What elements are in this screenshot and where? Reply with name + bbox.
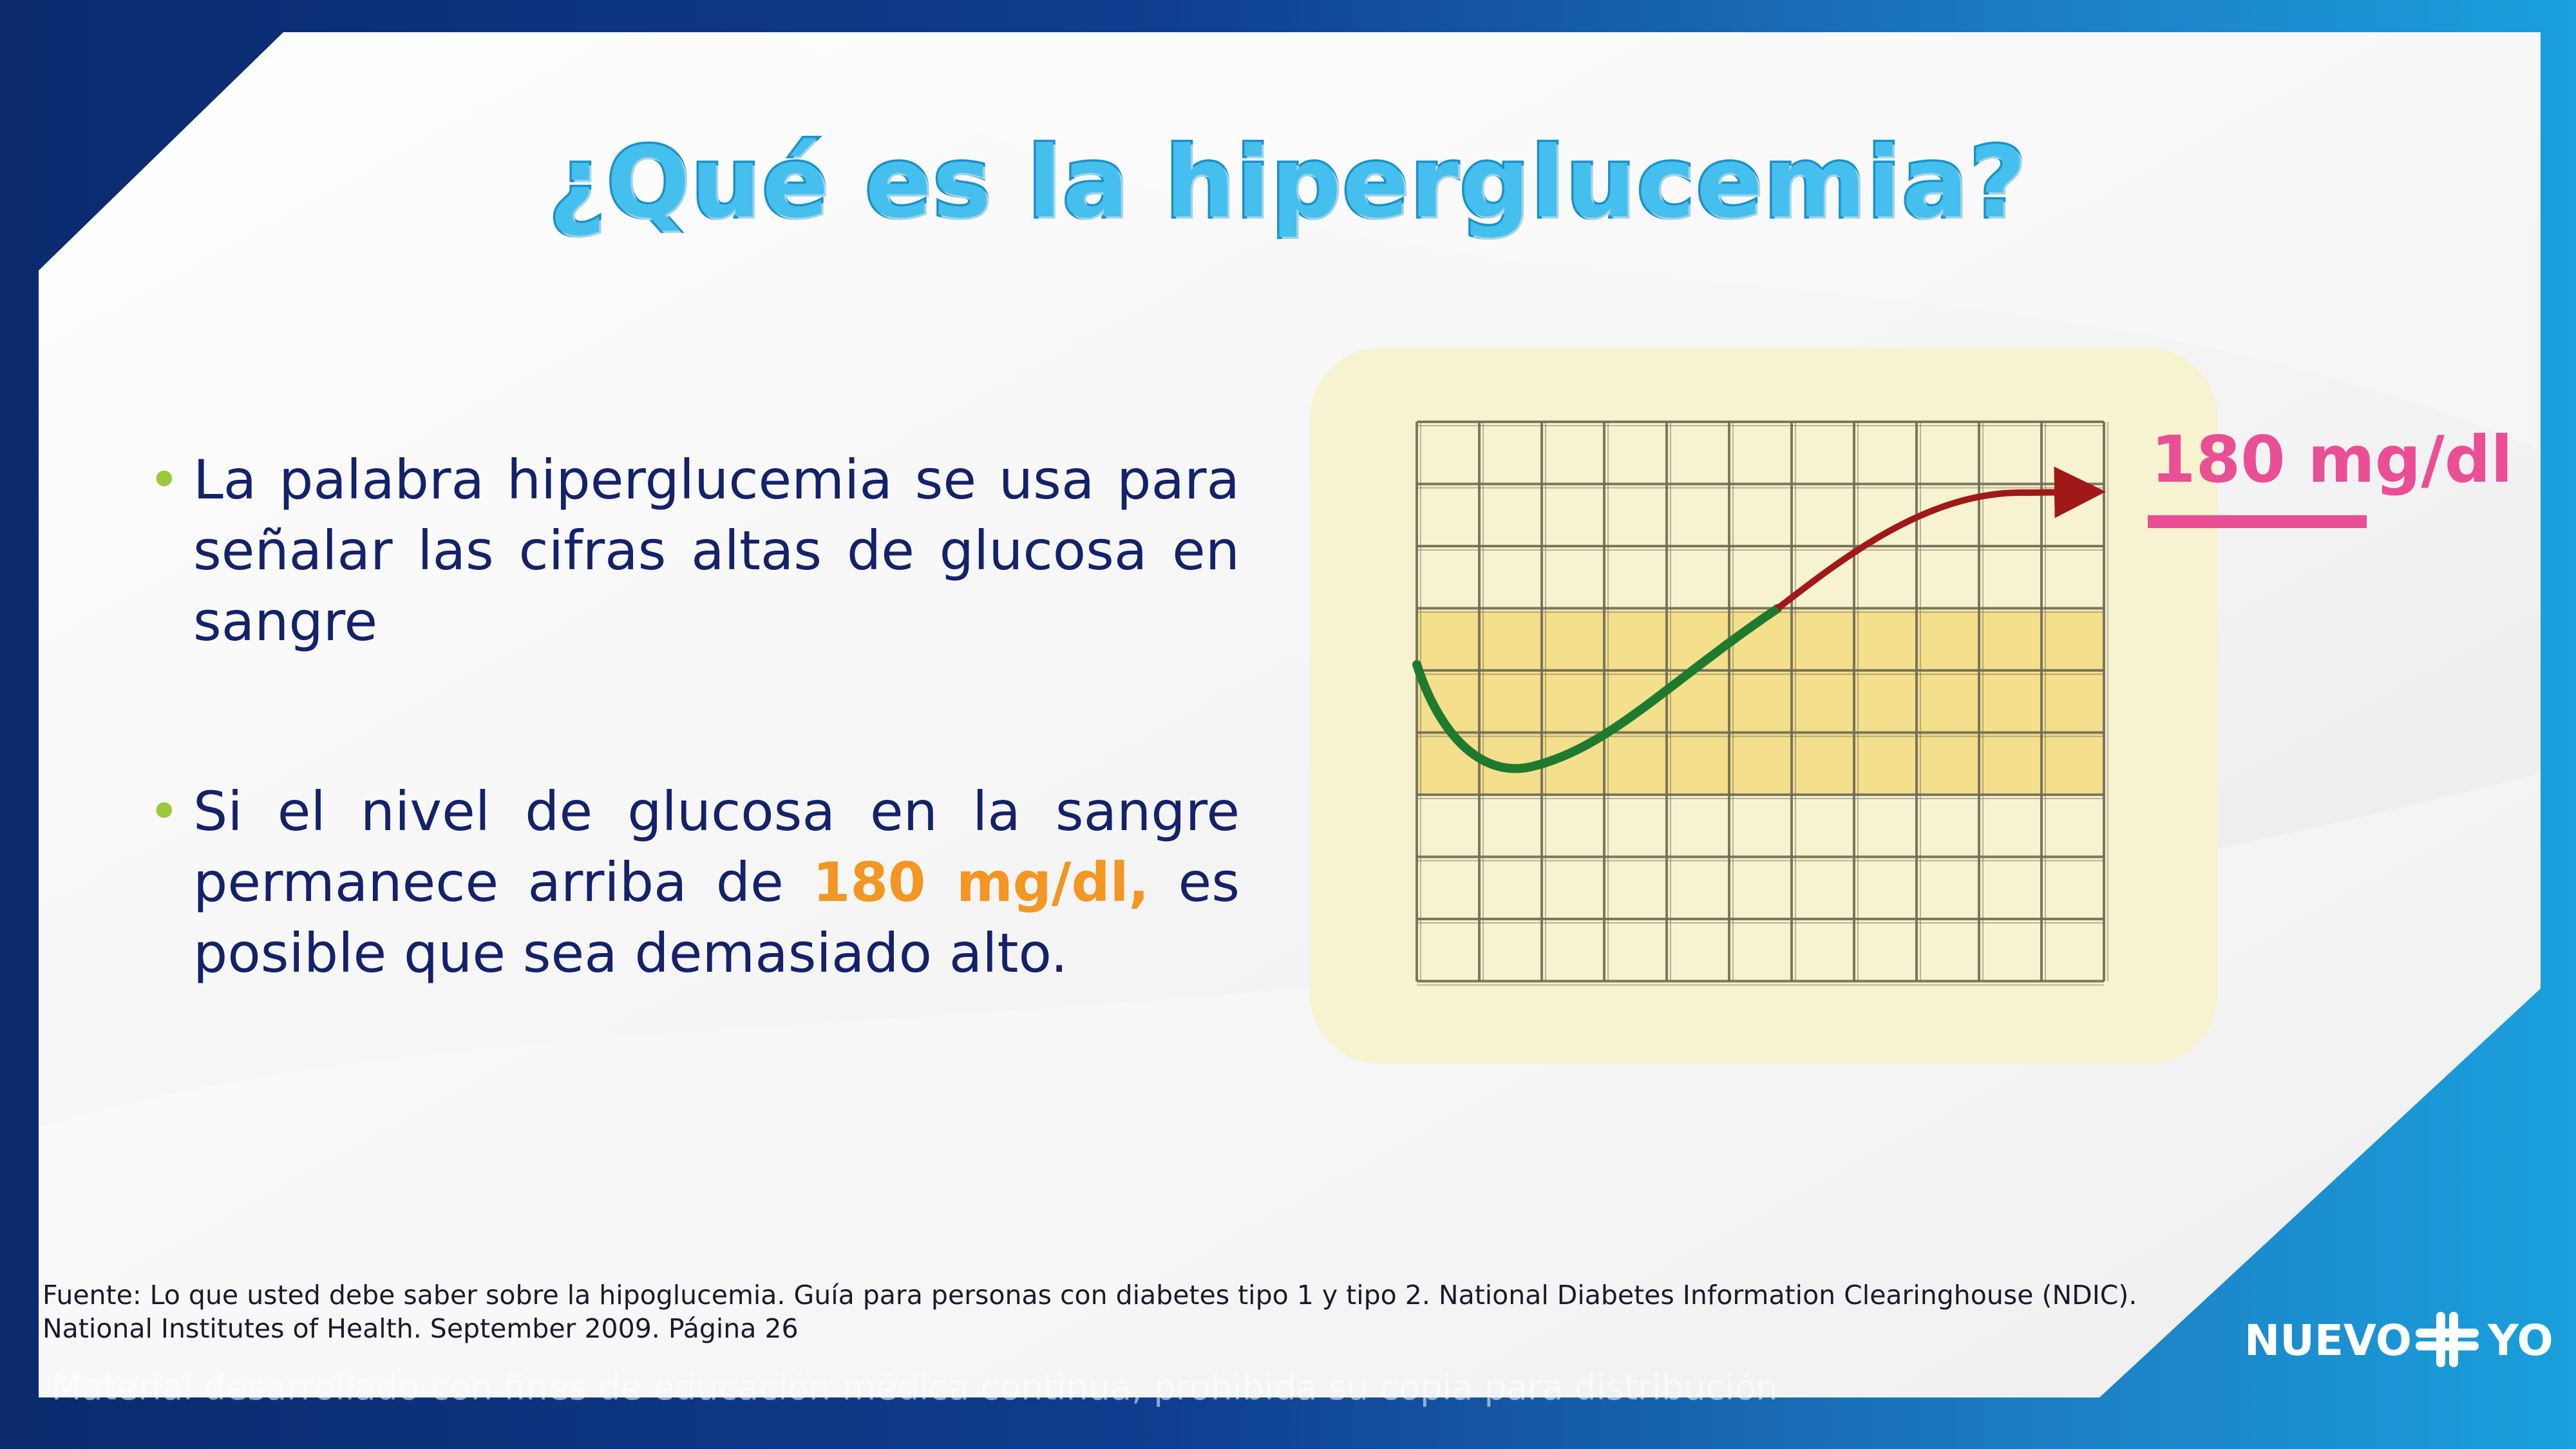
disclaimer-text: Material desarrollado con fines de educa… [52, 1367, 1778, 1408]
logo-text-right: YO [2488, 1316, 2553, 1365]
bullet-icon: • [148, 448, 180, 511]
curve-high-segment [1775, 466, 2106, 611]
bullet-item: • Si el nivel de glucosa en la sangre pe… [148, 776, 1240, 989]
glucose-chart-illustration [1310, 348, 2218, 1064]
source-footnote: Fuente: Lo que usted debe saber sobre la… [43, 1280, 2137, 1344]
bullet-icon: • [148, 780, 180, 843]
bullet-text-end: es posible que sea demasiado alto. [193, 851, 1240, 985]
glucose-threshold-highlight: 180 mg/dl, [813, 851, 1150, 914]
logo-text-left: NUEVO [2244, 1316, 2412, 1365]
threshold-label: 180 mg/dl [2151, 422, 2513, 497]
bullet-text: La palabra hiperglucemia se usa para señ… [193, 448, 1240, 653]
chart-grid [1416, 421, 2108, 986]
bullet-item: • La palabra hiperglucemia se usa para s… [148, 444, 1240, 657]
page-title: ¿Qué es la hiperglucemia? [546, 124, 2028, 242]
curve-normal-segment [1412, 604, 1782, 773]
threshold-underline [2148, 515, 2367, 528]
bullet-text-start: Si el nivel de glucosa en la sangre perm… [193, 780, 1240, 914]
cross-logo-icon [2416, 1312, 2479, 1367]
nuevo-yo-logo: NUEVO YO [2244, 1311, 2553, 1368]
